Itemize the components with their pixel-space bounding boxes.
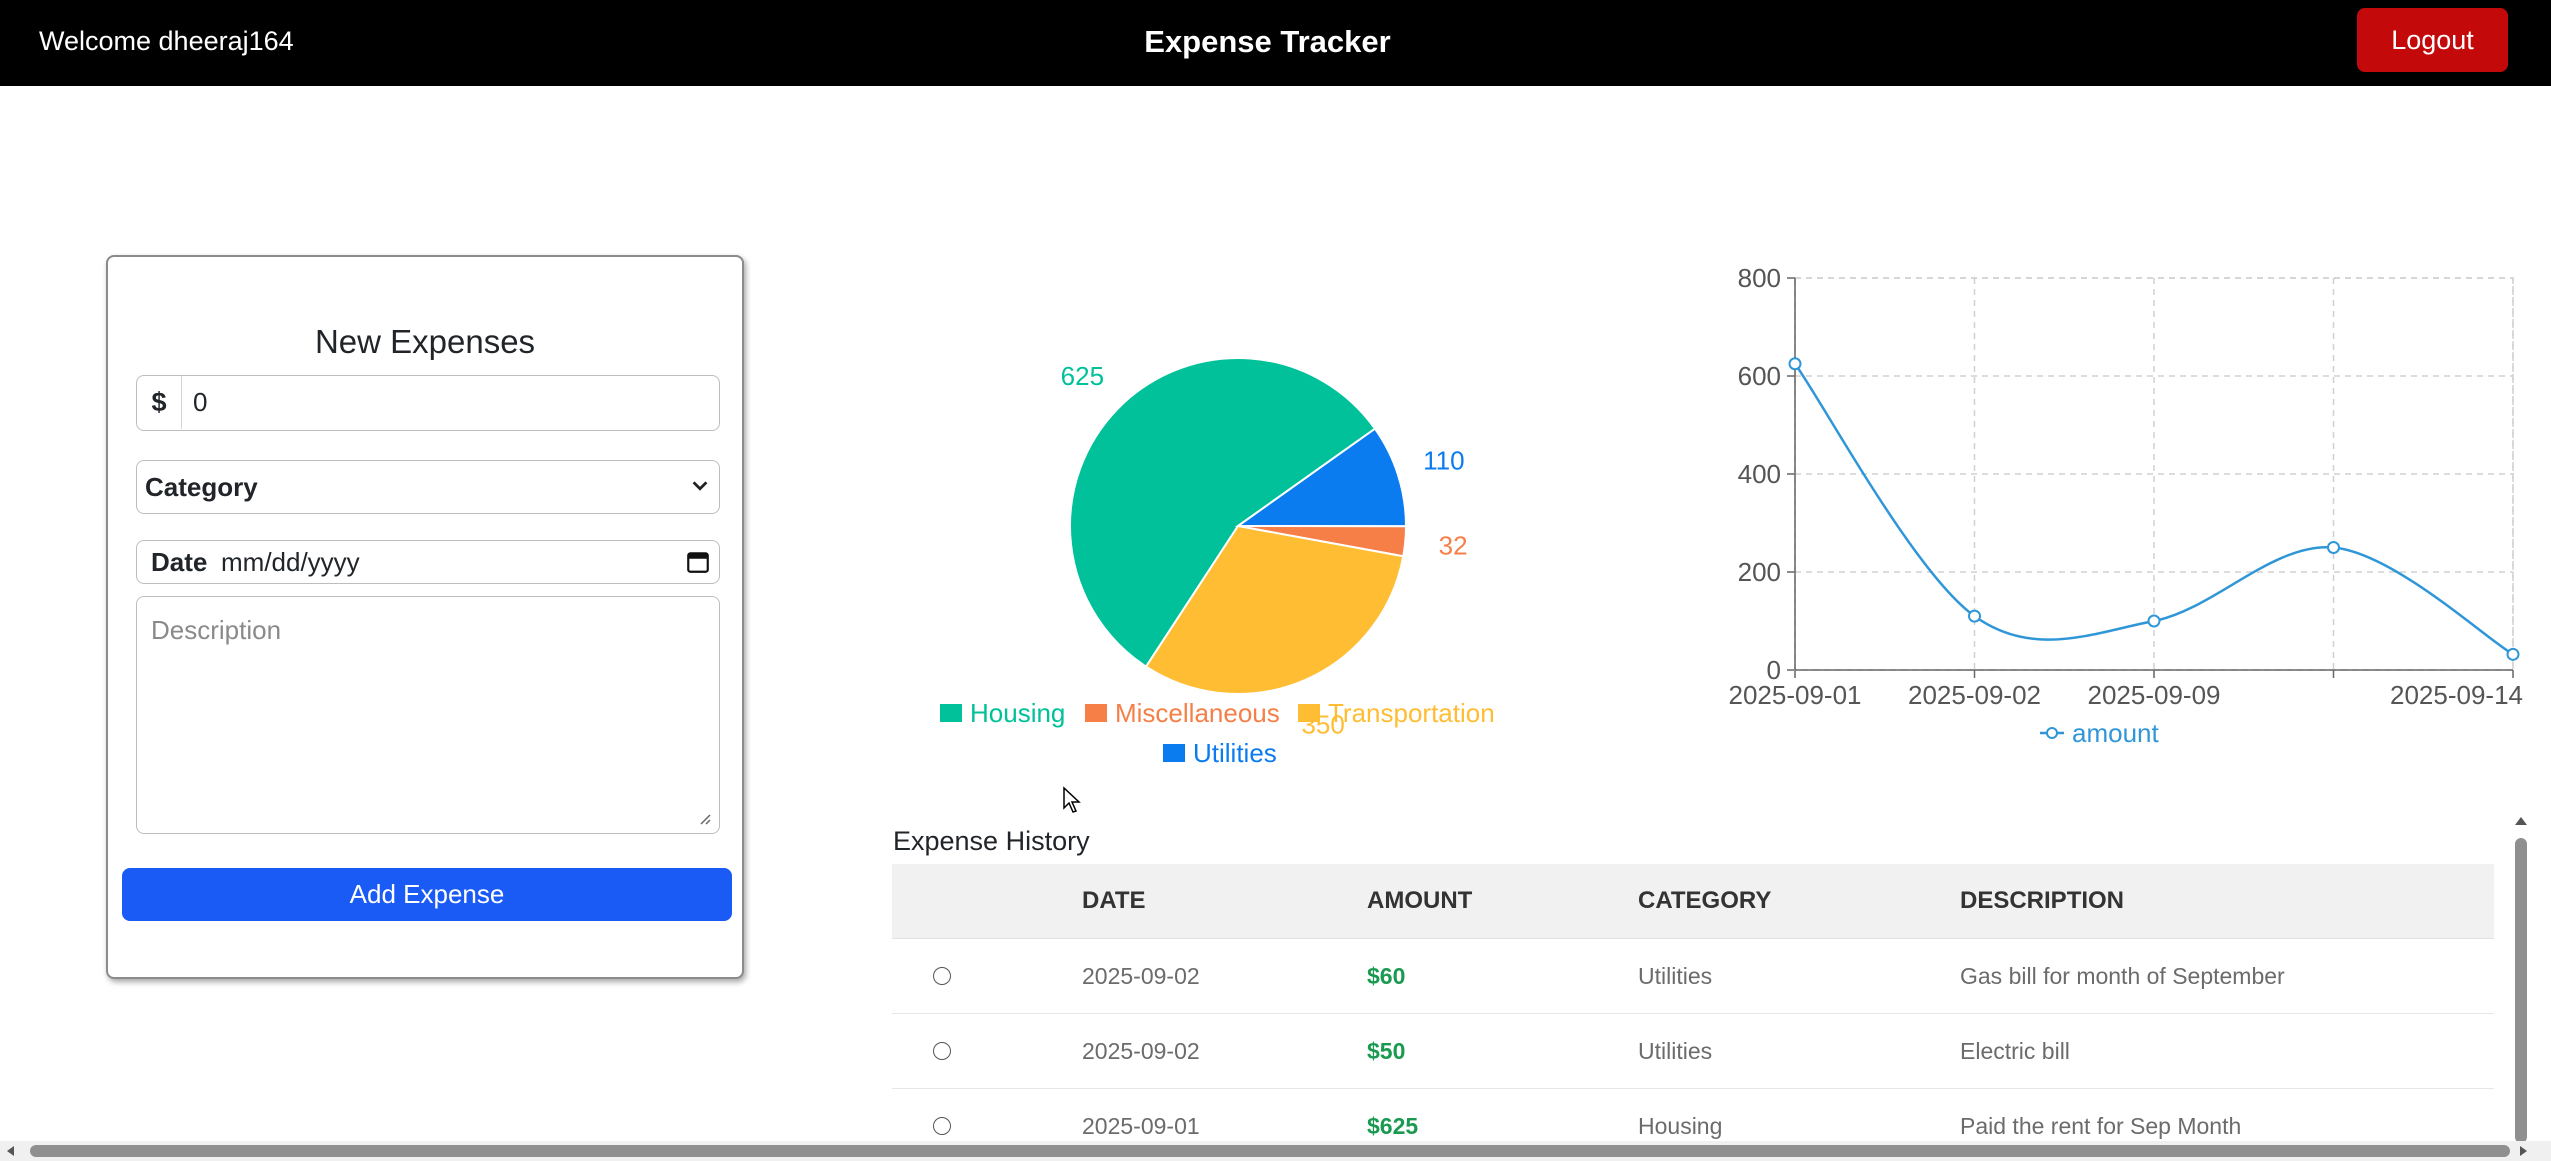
x-tick-label: 2025-09-14 <box>2390 680 2523 710</box>
row-radio[interactable] <box>933 1042 951 1060</box>
description-placeholder: Description <box>151 615 282 645</box>
pie-data-label: 110 <box>1423 445 1464 475</box>
row-radio[interactable] <box>933 967 951 985</box>
column-header-date[interactable]: DATE <box>1082 887 1146 914</box>
column-header-amount[interactable]: AMOUNT <box>1367 887 1473 914</box>
calendar-icon[interactable] <box>685 549 711 575</box>
column-header-category[interactable]: CATEGORY <box>1638 887 1772 914</box>
y-tick-label: 800 <box>1738 263 1781 293</box>
pie-slice-utilities[interactable] <box>1234 427 1408 528</box>
data-point[interactable] <box>1968 609 1981 623</box>
horizontal-scroll-thumb[interactable] <box>30 1145 2510 1157</box>
data-point[interactable] <box>1788 357 1802 371</box>
row-category: Utilities <box>1638 963 1713 989</box>
vertical-scroll-thumb[interactable] <box>2515 838 2527 1143</box>
welcome-text: Welcome dheeraj164 <box>39 26 294 56</box>
table-header: DATE AMOUNT CATEGORY DESCRIPTION <box>892 864 2494 939</box>
legend-swatch <box>940 704 962 722</box>
amount-input[interactable]: 0 <box>193 387 208 417</box>
category-select[interactable]: Category <box>136 460 720 514</box>
row-category: Housing <box>1638 1113 1723 1139</box>
horizontal-scrollbar[interactable] <box>0 1141 2551 1161</box>
data-point[interactable] <box>2327 541 2340 554</box>
scroll-up-icon[interactable] <box>2512 812 2530 830</box>
row-description: Gas bill for month of September <box>1960 963 2285 989</box>
navbar: Welcome dheeraj164 Expense Tracker Logou… <box>0 0 2551 86</box>
row-description: Paid the rent for Sep Month <box>1960 1113 2242 1139</box>
table-row[interactable]: 2025-09-02 $50 Utilities Electric bill <box>892 1014 2494 1089</box>
row-amount: $625 <box>1367 1113 1419 1139</box>
amount-input-group: $ 0 <box>136 375 720 431</box>
pie-slice-housing[interactable] <box>1069 357 1377 668</box>
resize-handle-icon[interactable] <box>697 811 711 825</box>
scroll-left-icon[interactable] <box>4 1144 18 1158</box>
y-tick-label: 200 <box>1738 557 1781 587</box>
legend-item-miscellaneous[interactable]: Miscellaneous <box>1115 698 1280 728</box>
logout-button[interactable]: Logout <box>2357 8 2508 72</box>
row-description: Electric bill <box>1960 1038 2070 1064</box>
card-title: New Expenses <box>314 323 536 360</box>
y-tick-label: 600 <box>1738 361 1781 391</box>
pie-data-label: 32 <box>1439 531 1468 561</box>
table-row[interactable]: 2025-09-02 $60 Utilities Gas bill for mo… <box>892 939 2494 1014</box>
category-selected-value: Category <box>145 472 258 502</box>
row-date: 2025-09-02 <box>1082 1038 1200 1064</box>
expense-history-table: DATE AMOUNT CATEGORY DESCRIPTION 2025-09… <box>892 864 2494 1140</box>
data-point[interactable] <box>2506 647 2520 661</box>
legend-item-transportation[interactable]: Transportation <box>1328 698 1495 728</box>
row-category: Utilities <box>1638 1038 1713 1064</box>
row-amount: $50 <box>1367 1038 1406 1064</box>
app-title: Expense Tracker <box>1144 24 1391 59</box>
legend-marker <box>2046 727 2058 739</box>
scroll-right-icon[interactable] <box>2516 1144 2530 1158</box>
description-textarea[interactable]: Description <box>136 596 720 834</box>
pie-data-label: 625 <box>1061 361 1104 391</box>
new-expense-card: New Expenses $ 0 Category Date mm/dd/yyy… <box>106 255 744 979</box>
legend-swatch <box>1085 704 1107 722</box>
legend-swatch <box>1163 744 1185 762</box>
row-date: 2025-09-02 <box>1082 963 1200 989</box>
history-title: Expense History <box>893 826 1090 856</box>
x-tick-label: 2025-09-02 <box>1908 680 2041 710</box>
chevron-down-icon <box>692 481 708 491</box>
x-tick-label: 2025-09-09 <box>2088 680 2221 710</box>
date-label: Date <box>151 547 208 577</box>
legend-item-amount[interactable]: amount <box>2072 718 2159 748</box>
data-point[interactable] <box>2147 614 2161 628</box>
amount-line-chart: 0 200 400 600 800 2025-09-01 2025-09-02 2025-09… <box>1729 263 2524 748</box>
date-placeholder: mm/dd/yyyy <box>221 547 360 577</box>
add-expense-button[interactable]: Add Expense <box>122 868 732 921</box>
mouse-cursor-icon <box>1063 786 1081 813</box>
date-input[interactable]: Date mm/dd/yyyy <box>136 540 720 584</box>
currency-symbol: $ <box>137 376 182 429</box>
y-tick-label: 0 <box>1767 655 1781 685</box>
table-row[interactable]: 2025-09-01 $625 Housing Paid the rent fo… <box>892 1089 2494 1140</box>
pie-slice-transportation[interactable] <box>1144 524 1405 695</box>
vertical-scrollbar[interactable] <box>2510 812 2532 1147</box>
y-tick-label: 400 <box>1738 459 1781 489</box>
row-radio[interactable] <box>933 1117 951 1135</box>
legend-swatch <box>1298 704 1320 722</box>
legend-item-utilities[interactable]: Utilities <box>1193 738 1277 768</box>
legend-item-housing[interactable]: Housing <box>970 698 1065 728</box>
column-header-description[interactable]: DESCRIPTION <box>1960 887 2125 914</box>
x-tick-label: 2025-09-01 <box>1729 680 1862 710</box>
row-date: 2025-09-01 <box>1082 1113 1200 1139</box>
row-amount: $60 <box>1367 963 1406 989</box>
